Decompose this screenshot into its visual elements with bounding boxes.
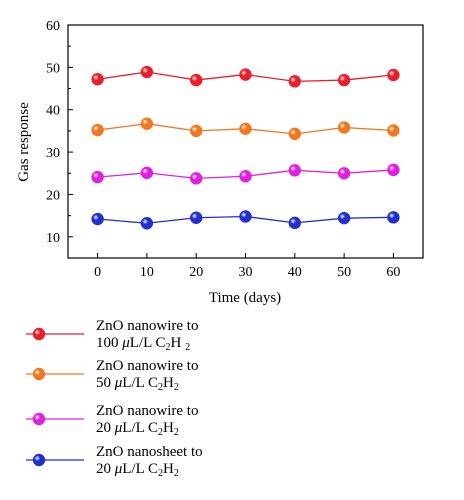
legend-item-series-2: ZnO nanowire to 50 μL/L C2H2 (0, 358, 464, 398)
data-point-series-4 (288, 216, 302, 230)
x-tick-label: 60 (386, 265, 400, 280)
y-tick-label: 60 (46, 19, 60, 34)
data-point-series-2 (189, 124, 203, 138)
x-tick-label: 30 (239, 265, 253, 280)
data-point-series-4 (387, 211, 400, 224)
plot-frame (67, 24, 424, 259)
y-tick-label: 20 (46, 188, 60, 203)
legend-marker-series-2 (26, 367, 84, 381)
data-point-series-2 (337, 121, 351, 134)
x-tick-label: 0 (94, 265, 101, 280)
y-tick-label: 30 (46, 146, 60, 161)
data-point-series-1 (189, 73, 203, 87)
legend-label-series-1: ZnO nanowire to 100 μL/L C2H 2 (96, 318, 199, 353)
gas-response-chart: 0 10 20 30 40 50 60 10 20 30 40 50 60 Time (days) Ga… (16, 19, 424, 306)
y-tick-label: 40 (46, 104, 60, 119)
data-point-series-1 (239, 68, 252, 81)
legend-dot (32, 367, 46, 381)
legend-dot (32, 327, 46, 341)
legend-marker-series-1 (26, 327, 84, 341)
x-tick-label: 20 (189, 265, 203, 280)
data-point-series-3 (337, 167, 351, 180)
data-point-series-3 (288, 164, 302, 177)
data-point-series-3 (91, 170, 104, 184)
legend-item-series-1: ZnO nanowire to 100 μL/L C2H 2 (0, 318, 464, 358)
data-point-series-2 (140, 117, 154, 130)
data-point-series-2 (387, 124, 400, 137)
data-point-series-2 (91, 123, 104, 137)
data-point-series-1 (337, 73, 351, 87)
data-point-series-3 (387, 163, 400, 177)
y-axis-title: Gas response (16, 102, 32, 182)
data-point-series-4 (337, 211, 351, 225)
data-point-series-1 (288, 75, 302, 88)
x-tick-label: 40 (288, 265, 302, 280)
legend-dot (32, 412, 46, 426)
data-point-series-1 (387, 68, 400, 82)
data-point-series-1 (91, 73, 104, 86)
legend-item-series-4: ZnO nanosheet to 20 μL/L C2H2 (0, 444, 464, 484)
data-point-series-3 (189, 172, 203, 185)
legend-label-series-3: ZnO nanowire to 20 μL/L C2H2 (96, 403, 199, 438)
legend-item-series-3: ZnO nanowire to 20 μL/L C2H2 (0, 403, 464, 443)
legend-marker-series-4 (26, 453, 84, 467)
y-tick-label: 50 (46, 61, 60, 76)
x-tick-label: 50 (337, 265, 351, 280)
data-point-series-4 (140, 217, 154, 230)
y-tick-label: 10 (46, 231, 60, 246)
legend-label-series-4: ZnO nanosheet to 20 μL/L C2H2 (96, 444, 203, 479)
data-point-series-4 (189, 211, 203, 224)
legend-marker-series-3 (26, 412, 84, 426)
x-tick-label: 10 (140, 265, 154, 280)
data-point-series-3 (239, 170, 252, 183)
x-axis-title: Time (days) (209, 290, 281, 306)
data-point-series-3 (140, 166, 154, 180)
data-point-series-4 (91, 212, 104, 226)
data-point-series-1 (140, 65, 154, 79)
data-point-series-2 (288, 127, 302, 141)
legend-label-series-2: ZnO nanowire to 50 μL/L C2H2 (96, 358, 199, 393)
data-point-series-2 (239, 122, 252, 135)
legend-dot (32, 453, 46, 467)
data-point-series-4 (239, 210, 252, 223)
